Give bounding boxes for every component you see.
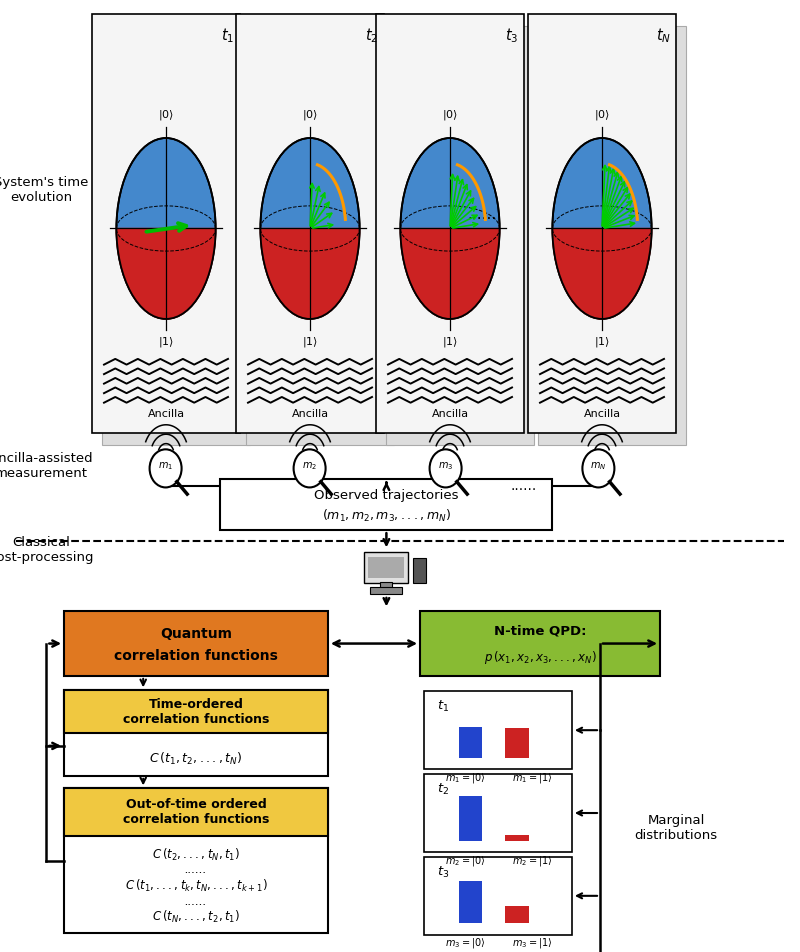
Bar bbox=[380, 582, 393, 588]
Text: $C\,(t_1,...,t_k,t_N,...,t_{k+1})$: $C\,(t_1,...,t_k,t_N,...,t_{k+1})$ bbox=[125, 879, 267, 895]
Circle shape bbox=[150, 449, 182, 487]
Text: $m_3$: $m_3$ bbox=[438, 461, 454, 472]
Text: $C\,(t_1,t_2,...,t_N)$: $C\,(t_1,t_2,...,t_N)$ bbox=[150, 751, 242, 766]
Bar bbox=[64, 611, 328, 676]
Text: $t_1$: $t_1$ bbox=[222, 26, 234, 45]
Text: Observed trajectories: Observed trajectories bbox=[314, 488, 458, 502]
Ellipse shape bbox=[552, 138, 651, 319]
Bar bbox=[459, 727, 482, 758]
Text: $m_N$: $m_N$ bbox=[590, 461, 606, 472]
Text: $p\,(x_1,x_2,x_3,...,x_N)$: $p\,(x_1,x_2,x_3,...,x_N)$ bbox=[483, 649, 597, 666]
Text: ......: ...... bbox=[185, 863, 207, 877]
Text: $C\,(t_2,...,t_N,t_1)$: $C\,(t_2,...,t_N,t_1)$ bbox=[152, 847, 240, 863]
Text: Quantum: Quantum bbox=[160, 626, 232, 641]
Text: $m_2=|1\rangle$: $m_2=|1\rangle$ bbox=[512, 854, 552, 867]
Bar bbox=[368, 557, 404, 578]
Bar bbox=[506, 906, 529, 923]
Text: ......: ...... bbox=[511, 479, 537, 492]
Bar bbox=[424, 774, 572, 852]
Text: $m_1=|0\rangle$: $m_1=|0\rangle$ bbox=[445, 771, 486, 784]
Bar bbox=[459, 882, 482, 923]
Text: Ancilla: Ancilla bbox=[147, 409, 185, 419]
Text: Ancilla: Ancilla bbox=[583, 409, 621, 419]
Text: $t_2$: $t_2$ bbox=[437, 782, 449, 797]
Text: Ancilla: Ancilla bbox=[291, 409, 329, 419]
Text: $(m_1,m_2,m_3,...,m_N)$: $(m_1,m_2,m_3,...,m_N)$ bbox=[322, 507, 450, 524]
Bar bbox=[364, 552, 408, 583]
Bar bbox=[528, 14, 676, 433]
Text: ......: ...... bbox=[185, 896, 207, 908]
Bar bbox=[413, 558, 426, 583]
Text: $m_2$: $m_2$ bbox=[302, 461, 317, 472]
Text: $|0\rangle$: $|0\rangle$ bbox=[158, 109, 174, 122]
Polygon shape bbox=[117, 228, 216, 319]
Bar bbox=[424, 857, 572, 935]
Bar bbox=[459, 796, 482, 841]
Bar bbox=[64, 690, 328, 776]
Polygon shape bbox=[400, 228, 499, 319]
Text: Ancilla-assisted
measurement: Ancilla-assisted measurement bbox=[0, 452, 94, 481]
Bar bbox=[538, 26, 686, 445]
Text: $t_3$: $t_3$ bbox=[506, 26, 518, 45]
Text: $t_N$: $t_N$ bbox=[657, 26, 671, 45]
Text: Classical
post-processing: Classical post-processing bbox=[0, 536, 94, 565]
Text: $|1\rangle$: $|1\rangle$ bbox=[158, 335, 174, 348]
Circle shape bbox=[582, 449, 614, 487]
Bar bbox=[92, 14, 240, 433]
Text: System's time
evolution: System's time evolution bbox=[0, 176, 89, 205]
Text: $|0\rangle$: $|0\rangle$ bbox=[302, 109, 318, 122]
Polygon shape bbox=[260, 228, 359, 319]
Text: Ancilla: Ancilla bbox=[431, 409, 469, 419]
Bar bbox=[424, 691, 572, 769]
Bar bbox=[420, 611, 660, 676]
Ellipse shape bbox=[260, 138, 359, 319]
Text: $m_1$: $m_1$ bbox=[158, 461, 173, 472]
Text: $m_3=|1\rangle$: $m_3=|1\rangle$ bbox=[512, 937, 552, 950]
Bar bbox=[246, 26, 394, 445]
Ellipse shape bbox=[117, 138, 216, 319]
Bar bbox=[64, 788, 328, 836]
Bar bbox=[220, 479, 552, 530]
Bar bbox=[370, 587, 402, 594]
Text: $|0\rangle$: $|0\rangle$ bbox=[442, 109, 458, 122]
Text: Marginal
distributions: Marginal distributions bbox=[634, 814, 718, 843]
Text: $|1\rangle$: $|1\rangle$ bbox=[442, 335, 458, 348]
Polygon shape bbox=[553, 228, 651, 319]
Text: correlation functions: correlation functions bbox=[114, 649, 278, 664]
Text: $m_1=|1\rangle$: $m_1=|1\rangle$ bbox=[512, 771, 552, 784]
Bar bbox=[506, 728, 529, 758]
Text: Out-of-time ordered
correlation functions: Out-of-time ordered correlation function… bbox=[123, 798, 269, 826]
Circle shape bbox=[294, 449, 326, 487]
Bar bbox=[64, 788, 328, 933]
Bar bbox=[506, 835, 529, 841]
Text: N-time QPD:: N-time QPD: bbox=[494, 625, 586, 637]
Text: Time-ordered
correlation functions: Time-ordered correlation functions bbox=[123, 698, 269, 725]
Text: $t_2$: $t_2$ bbox=[366, 26, 378, 45]
Text: $m_2=|0\rangle$: $m_2=|0\rangle$ bbox=[445, 854, 486, 867]
Bar bbox=[64, 690, 328, 733]
Text: $t_1$: $t_1$ bbox=[437, 699, 449, 714]
Bar bbox=[236, 14, 384, 433]
Text: $|1\rangle$: $|1\rangle$ bbox=[302, 335, 318, 348]
Text: $|1\rangle$: $|1\rangle$ bbox=[594, 335, 610, 348]
Text: $m_3=|0\rangle$: $m_3=|0\rangle$ bbox=[445, 937, 486, 950]
Bar bbox=[386, 26, 534, 445]
Text: $|0\rangle$: $|0\rangle$ bbox=[594, 109, 610, 122]
Text: $t_3$: $t_3$ bbox=[437, 864, 449, 880]
Bar bbox=[102, 26, 250, 445]
Text: $C\,(t_N,...,t_2,t_1)$: $C\,(t_N,...,t_2,t_1)$ bbox=[152, 909, 240, 925]
Text: ......: ...... bbox=[468, 207, 497, 222]
Circle shape bbox=[430, 449, 462, 487]
Bar bbox=[376, 14, 524, 433]
Ellipse shape bbox=[400, 138, 499, 319]
